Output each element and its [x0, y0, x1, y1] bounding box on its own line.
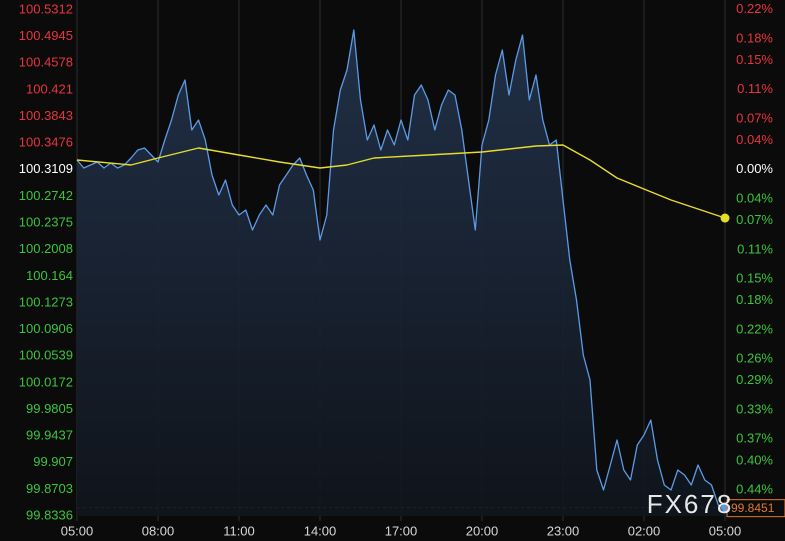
watermark: FX678: [647, 489, 734, 519]
y2-tick-label: 0.00%: [736, 161, 773, 176]
y2-tick-label: 0.11%: [737, 81, 773, 96]
y2-tick-label: 0.40%: [736, 452, 773, 467]
x-tick-label: 14:00: [304, 523, 337, 538]
x-tick-label: 08:00: [142, 523, 175, 538]
y2-tick-label: 0.44%: [736, 481, 773, 496]
x-tick-label: 02:00: [628, 523, 661, 538]
y-tick-label: 100.3843: [19, 108, 73, 123]
y-tick-label: 100.164: [26, 268, 73, 283]
y-tick-label: 100.2008: [19, 241, 73, 256]
x-tick-label: 17:00: [385, 523, 418, 538]
y2-tick-label: 0.37%: [736, 430, 773, 445]
y2-tick-label: 0.18%: [736, 30, 773, 45]
y2-tick-label: 0.04%: [736, 190, 773, 205]
x-tick-label: 05:00: [709, 523, 742, 538]
y2-tick-label: 0.22%: [736, 321, 773, 336]
y-tick-label: 100.0906: [19, 321, 73, 336]
y2-tick-label: 0.26%: [736, 350, 773, 365]
y-tick-label: 100.1273: [19, 294, 73, 309]
y2-tick-label: 0.15%: [736, 270, 773, 285]
y2-tick-label: 0.15%: [736, 52, 773, 67]
y-tick-label: 100.5312: [19, 1, 73, 16]
x-tick-label: 11:00: [223, 523, 255, 538]
y2-tick-label: 0.07%: [736, 110, 773, 125]
average-line: [76, 144, 726, 219]
y-tick-label: 100.0539: [19, 348, 73, 363]
y-tick-label: 100.4945: [19, 28, 73, 43]
y-tick-label: 99.9805: [26, 401, 73, 416]
y-tick-label: 99.907: [33, 454, 73, 469]
price-area: [77, 30, 725, 516]
y2-tick-label: 0.18%: [736, 292, 773, 307]
y-tick-label: 99.8336: [26, 507, 73, 522]
y-tick-label: 99.8703: [26, 481, 73, 496]
x-tick-label: 20:00: [466, 523, 499, 538]
end-dot: [720, 213, 730, 223]
y2-tick-label: 0.11%: [737, 241, 773, 256]
y2-tick-label: 0.07%: [736, 212, 773, 227]
y2-tick-label: 0.04%: [736, 132, 773, 147]
last-price-box: [726, 499, 785, 518]
y-tick-label: 100.4578: [19, 55, 73, 70]
y2-tick-label: 0.29%: [736, 372, 773, 387]
y-tick-label: 100.0172: [19, 374, 73, 389]
y-tick-label: 100.3476: [19, 135, 73, 150]
x-tick-label: 23:00: [547, 523, 580, 538]
x-tick-label: 05:00: [61, 523, 94, 538]
y-tick-label: 100.421: [26, 81, 73, 96]
y2-tick-label: 0.33%: [736, 401, 773, 416]
y-tick-label: 100.2375: [19, 214, 73, 229]
y-tick-label: 100.2742: [19, 188, 73, 203]
y-tick-label: 99.9437: [26, 428, 73, 443]
y2-tick-label: 0.22%: [736, 1, 773, 16]
price-line: [76, 29, 726, 509]
last-price-label: 99.8451: [731, 501, 775, 515]
y-tick-label: 100.3109: [19, 161, 73, 176]
